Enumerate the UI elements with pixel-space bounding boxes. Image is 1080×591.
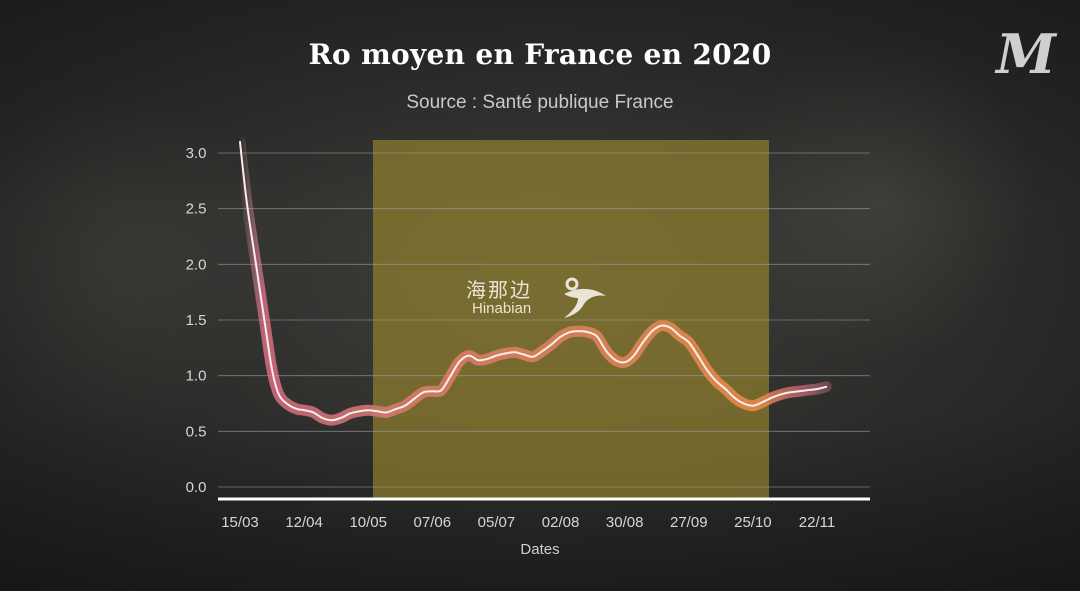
data-point	[386, 411, 388, 413]
x-tick-label: 25/10	[734, 514, 772, 531]
data-point	[642, 341, 644, 343]
data-point	[715, 380, 717, 382]
y-tick-label: 2.0	[186, 256, 207, 273]
y-tick-label: 1.5	[186, 312, 207, 329]
data-point	[569, 331, 571, 333]
data-point	[514, 351, 516, 353]
watermark-latin: Hinabian	[472, 300, 532, 317]
data-point	[615, 359, 617, 361]
data-point	[660, 325, 662, 327]
data-point	[798, 390, 800, 392]
x-tick-label: 10/05	[349, 514, 387, 531]
data-point	[376, 410, 378, 412]
y-tick-label: 2.5	[186, 201, 207, 218]
data-point	[264, 325, 266, 327]
bird-icon	[564, 277, 606, 318]
grid-lines	[218, 152, 870, 488]
x-axis-labels: 15/03 12/04 10/05 07/06 05/07 02/08 30/08 27/09…	[221, 514, 835, 531]
data-point	[724, 388, 726, 390]
data-point	[679, 335, 681, 337]
chart-title: Ro moyen en France en 2020	[308, 38, 772, 71]
data-point	[495, 355, 497, 357]
data-point	[431, 390, 433, 392]
y-axis-labels: 0.0 0.5 1.0 1.5 2.0 2.5 3.0	[186, 145, 207, 496]
data-point	[578, 330, 580, 332]
data-point	[807, 389, 809, 391]
data-point	[349, 413, 351, 415]
data-point	[468, 355, 470, 357]
data-point	[321, 417, 323, 419]
x-axis-title: Dates	[520, 541, 560, 558]
series-line	[234, 136, 832, 426]
x-tick-label: 12/04	[285, 514, 323, 531]
series-line-core	[239, 140, 828, 422]
x-tick-label: 02/08	[542, 514, 580, 531]
data-point	[651, 330, 653, 332]
data-point	[789, 391, 791, 393]
data-point	[450, 375, 452, 377]
data-point	[367, 409, 369, 411]
x-tick-label: 05/07	[478, 514, 516, 531]
data-point	[340, 417, 342, 419]
y-tick-label: 3.0	[186, 145, 207, 162]
x-tick-label: 27/09	[670, 514, 708, 531]
data-point	[605, 350, 607, 352]
data-point	[541, 350, 543, 352]
data-point	[560, 336, 562, 338]
y-tick-label: 0.5	[186, 423, 207, 440]
data-point	[770, 397, 772, 399]
data-point	[734, 397, 736, 399]
data-point	[761, 401, 763, 403]
data-point	[255, 263, 257, 265]
data-point	[246, 202, 248, 204]
data-point	[477, 359, 479, 361]
data-point	[395, 408, 397, 410]
y-tick-label: 1.0	[186, 368, 207, 385]
data-point	[413, 398, 415, 400]
data-point	[596, 336, 598, 338]
data-point	[697, 355, 699, 357]
data-point	[296, 408, 298, 410]
data-point	[505, 352, 507, 354]
data-point	[752, 405, 754, 407]
x-tick-label: 07/06	[414, 514, 452, 531]
x-tick-label: 15/03	[221, 514, 259, 531]
data-point	[633, 355, 635, 357]
x-tick-label: 30/08	[606, 514, 644, 531]
data-point	[743, 403, 745, 405]
le-monde-logo: M	[996, 22, 1056, 86]
data-point	[358, 410, 360, 412]
data-point	[587, 331, 589, 333]
chart-subtitle: Source : Santé publique France	[406, 92, 674, 113]
y-tick-label: 0.0	[186, 479, 207, 496]
data-point	[239, 141, 241, 143]
data-point	[532, 356, 534, 358]
data-point	[303, 409, 305, 411]
data-point	[779, 394, 781, 396]
data-point	[486, 358, 488, 360]
data-point	[459, 360, 461, 362]
hinabian-watermark: 海那边 Hinabian	[466, 274, 616, 322]
data-point	[688, 341, 690, 343]
data-point	[624, 361, 626, 363]
data-point	[523, 354, 525, 356]
data-point	[816, 388, 818, 390]
data-point	[422, 391, 424, 393]
data-point	[271, 369, 273, 371]
highlight-band	[373, 140, 769, 499]
x-tick-label: 22/11	[799, 514, 835, 531]
data-point	[331, 419, 333, 421]
data-point	[706, 369, 708, 371]
data-point	[404, 405, 406, 407]
watermark-chinese: 海那边	[466, 278, 532, 302]
data-point	[287, 404, 289, 406]
data-point	[550, 344, 552, 346]
data-point	[825, 386, 827, 388]
data-point	[670, 327, 672, 329]
data-point	[312, 411, 314, 413]
data-point	[278, 394, 280, 396]
data-point	[441, 389, 443, 391]
